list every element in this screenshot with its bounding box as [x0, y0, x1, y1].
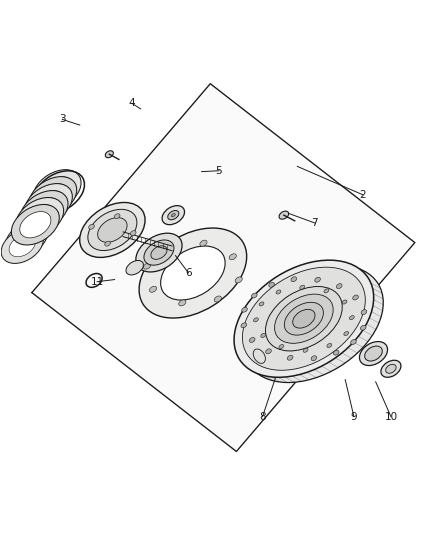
Ellipse shape — [10, 214, 52, 249]
Ellipse shape — [235, 277, 242, 283]
Ellipse shape — [242, 307, 247, 312]
Ellipse shape — [214, 296, 221, 302]
Ellipse shape — [386, 364, 396, 373]
Ellipse shape — [254, 318, 258, 322]
Ellipse shape — [293, 309, 315, 328]
Ellipse shape — [344, 332, 349, 336]
Ellipse shape — [265, 287, 342, 351]
Ellipse shape — [105, 151, 113, 158]
Ellipse shape — [381, 360, 401, 377]
Ellipse shape — [287, 356, 293, 360]
Ellipse shape — [151, 246, 167, 260]
Ellipse shape — [33, 169, 81, 210]
Ellipse shape — [279, 344, 284, 349]
Ellipse shape — [315, 277, 321, 282]
Ellipse shape — [244, 265, 383, 383]
Ellipse shape — [229, 254, 237, 260]
Ellipse shape — [42, 177, 73, 203]
Text: 2: 2 — [359, 190, 366, 200]
Ellipse shape — [16, 198, 64, 238]
Ellipse shape — [300, 285, 304, 289]
Ellipse shape — [9, 235, 35, 257]
Ellipse shape — [25, 183, 72, 224]
Ellipse shape — [126, 261, 143, 275]
Ellipse shape — [80, 203, 145, 257]
Ellipse shape — [336, 284, 342, 288]
Ellipse shape — [284, 302, 323, 335]
Ellipse shape — [24, 205, 55, 231]
Ellipse shape — [234, 260, 374, 377]
Ellipse shape — [171, 214, 175, 217]
Ellipse shape — [88, 224, 94, 229]
Ellipse shape — [29, 176, 77, 217]
Text: 3: 3 — [59, 115, 66, 124]
Ellipse shape — [144, 263, 151, 269]
Text: 11: 11 — [91, 277, 104, 287]
Ellipse shape — [303, 348, 308, 352]
Ellipse shape — [351, 340, 356, 344]
Ellipse shape — [14, 228, 40, 250]
Ellipse shape — [259, 302, 264, 306]
Ellipse shape — [11, 205, 59, 245]
Ellipse shape — [161, 246, 225, 300]
Ellipse shape — [20, 212, 51, 238]
Ellipse shape — [131, 231, 136, 236]
Text: 6: 6 — [185, 268, 192, 278]
Ellipse shape — [144, 240, 174, 265]
Ellipse shape — [1, 228, 43, 263]
Text: 10: 10 — [385, 411, 397, 422]
Ellipse shape — [179, 300, 186, 306]
Ellipse shape — [136, 233, 182, 272]
Polygon shape — [32, 84, 415, 451]
Ellipse shape — [162, 206, 184, 225]
Ellipse shape — [365, 346, 382, 361]
Ellipse shape — [361, 310, 367, 314]
Ellipse shape — [20, 191, 68, 231]
Ellipse shape — [28, 198, 60, 224]
Text: 4: 4 — [129, 98, 135, 108]
Ellipse shape — [350, 316, 354, 320]
Text: 9: 9 — [350, 411, 357, 422]
Ellipse shape — [18, 221, 44, 243]
Ellipse shape — [275, 294, 333, 343]
Ellipse shape — [139, 228, 247, 318]
Text: 7: 7 — [311, 218, 318, 228]
Ellipse shape — [149, 286, 157, 292]
Ellipse shape — [266, 349, 271, 354]
Ellipse shape — [360, 342, 388, 366]
Ellipse shape — [333, 350, 339, 355]
Ellipse shape — [249, 337, 255, 342]
Ellipse shape — [6, 221, 48, 256]
Ellipse shape — [353, 295, 358, 300]
Ellipse shape — [342, 300, 347, 304]
Ellipse shape — [200, 240, 207, 246]
Ellipse shape — [324, 289, 329, 293]
Ellipse shape — [88, 209, 137, 251]
Ellipse shape — [261, 334, 265, 337]
Ellipse shape — [276, 290, 281, 294]
Text: 5: 5 — [215, 166, 223, 176]
Ellipse shape — [360, 325, 366, 330]
Ellipse shape — [269, 282, 275, 287]
Ellipse shape — [241, 323, 247, 328]
Ellipse shape — [279, 211, 289, 219]
Ellipse shape — [291, 277, 297, 281]
Ellipse shape — [327, 343, 332, 348]
Ellipse shape — [168, 211, 179, 220]
Ellipse shape — [98, 217, 127, 243]
Ellipse shape — [114, 214, 120, 219]
Ellipse shape — [253, 349, 265, 364]
Ellipse shape — [311, 356, 317, 361]
Ellipse shape — [37, 184, 68, 210]
Ellipse shape — [164, 244, 172, 250]
Ellipse shape — [242, 267, 365, 370]
Ellipse shape — [251, 293, 257, 298]
Ellipse shape — [105, 241, 110, 246]
Text: 8: 8 — [259, 411, 266, 422]
Ellipse shape — [33, 191, 64, 217]
